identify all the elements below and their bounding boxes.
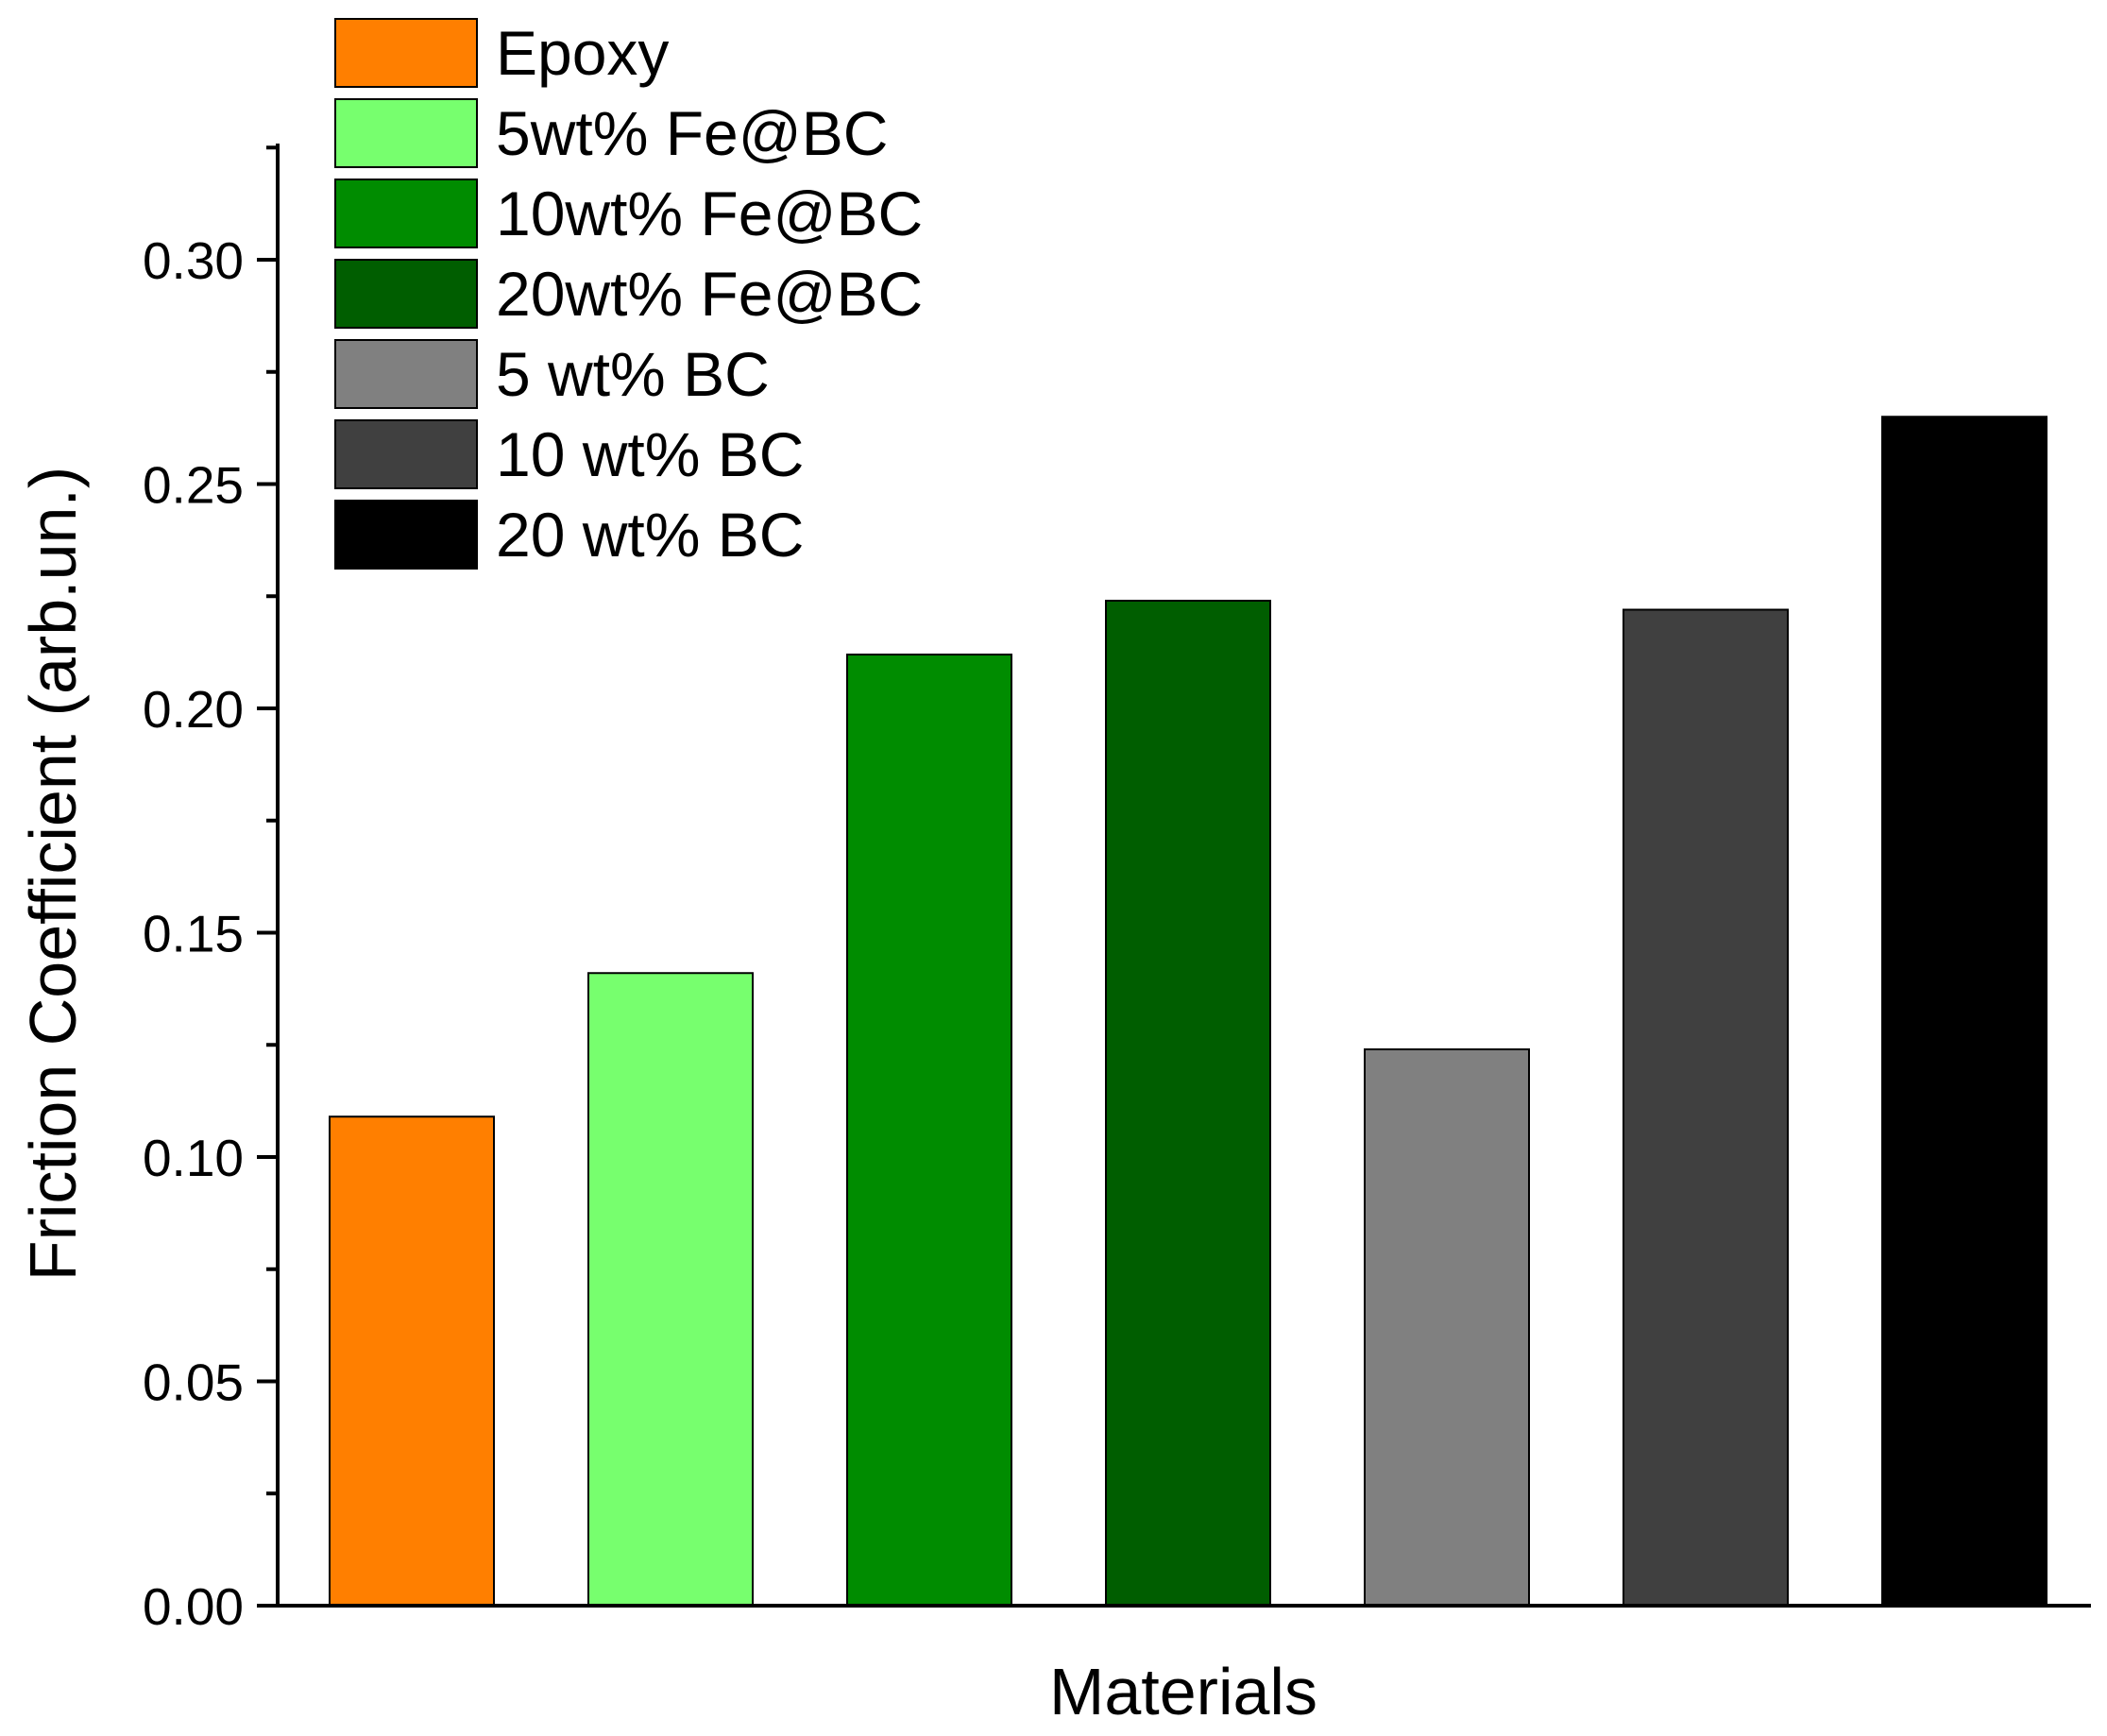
y-ticks-group: 0.00 0.05 0.10 0.15 0.20 0.25 0.30 (143, 145, 278, 1636)
bar-5 (1364, 1048, 1530, 1607)
legend-swatch (334, 419, 478, 489)
legend-swatch (334, 500, 478, 570)
bars-group (329, 416, 2048, 1607)
bar-7 (1881, 416, 2048, 1607)
legend-label: 10 wt% BC (496, 419, 804, 489)
y-tick-label: 0.00 (143, 1577, 244, 1636)
legend-swatch (334, 179, 478, 248)
y-tick-label: 0.20 (143, 680, 244, 739)
x-axis-title: Materials (1049, 1655, 1317, 1728)
y-tick-label: 0.25 (143, 456, 244, 515)
bar-1 (329, 1115, 495, 1607)
legend-label: 10wt% Fe@BC (496, 179, 923, 248)
y-tick-label: 0.10 (143, 1129, 244, 1187)
bar-6 (1623, 608, 1789, 1607)
legend-swatch (334, 339, 478, 409)
legend-label: 20 wt% BC (496, 500, 804, 570)
legend-swatch (334, 98, 478, 168)
legend-label: 20wt% Fe@BC (496, 259, 923, 329)
y-tick-label: 0.15 (143, 905, 244, 963)
legend-label: 5 wt% BC (496, 339, 770, 409)
legend: Epoxy 5wt% Fe@BC 10wt% Fe@BC 20wt% Fe@BC 5 w… (334, 18, 923, 570)
bar-4 (1105, 600, 1271, 1607)
y-tick-label: 0.05 (143, 1353, 244, 1412)
axes-group (276, 144, 2091, 1608)
legend-label: Epoxy (496, 18, 669, 88)
y-tick-label: 0.30 (143, 231, 244, 290)
legend-label: 5wt% Fe@BC (496, 98, 888, 168)
bar-2 (587, 972, 754, 1607)
bar-3 (846, 654, 1012, 1607)
legend-swatch (334, 18, 478, 88)
legend-swatch (334, 259, 478, 329)
y-axis-title: Friction Coefficient (arb.un.) (16, 467, 90, 1281)
